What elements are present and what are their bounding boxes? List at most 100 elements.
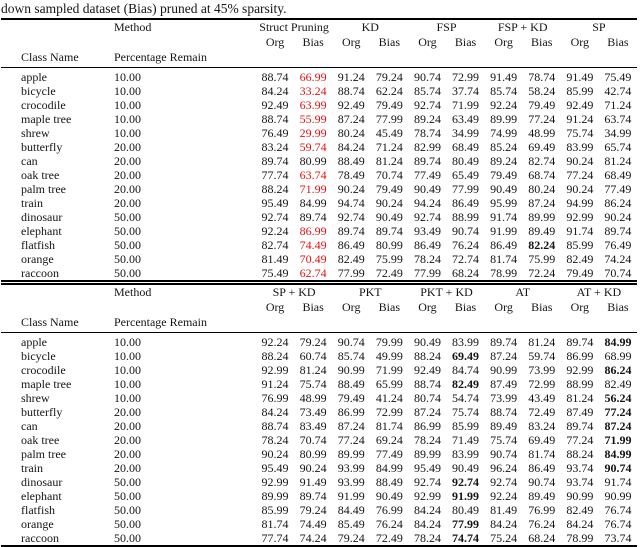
value-cell: 87.24 xyxy=(337,112,365,126)
value-cell: 95.99 xyxy=(490,196,518,210)
value-cell: 77.24 xyxy=(528,112,556,126)
value-cell: 68.24 xyxy=(528,531,556,545)
value-cell: 89.24 xyxy=(490,154,518,168)
value-cell: 76.24 xyxy=(375,517,403,531)
value-cell: 76.99 xyxy=(528,503,556,517)
value-cell: 88.24 xyxy=(566,447,594,461)
value-cell: 43.49 xyxy=(528,391,556,405)
value-cell: 83.24 xyxy=(261,140,289,154)
percentage-remain-header: Percentage Remain xyxy=(114,315,256,333)
value-cell: 90.49 xyxy=(375,489,403,503)
class-name-cell: dinosaur xyxy=(21,475,63,489)
value-cell: 94.74 xyxy=(337,196,365,210)
org-header: Org xyxy=(265,300,285,314)
value-cell: 92.49 xyxy=(261,98,289,112)
value-cell: 83.99 xyxy=(452,447,480,461)
value-cell: 76.24 xyxy=(452,238,480,252)
value-cell: 80.74 xyxy=(413,391,441,405)
value-cell: 75.74 xyxy=(490,433,518,447)
class-name-cell: elephant xyxy=(21,224,62,238)
value-cell: 88.74 xyxy=(261,112,289,126)
value-cell: 84.99 xyxy=(604,335,632,349)
value-cell: 59.74 xyxy=(299,140,327,154)
value-cell: 85.74 xyxy=(337,349,365,363)
value-cell: 77.99 xyxy=(375,112,403,126)
table-row: bicycle 10.00 84.24 33.24 88.74 62.24 85.74 37.… xyxy=(1,84,637,98)
value-cell: 91.99 xyxy=(490,224,518,238)
percentage-cell: 20.00 xyxy=(114,405,141,419)
group-header: SP xyxy=(592,20,606,34)
table-caption: down sampled dataset (Bias) pruned at 45… xyxy=(1,1,287,16)
value-cell: 86.99 xyxy=(299,224,327,238)
value-cell: 86.49 xyxy=(528,461,556,475)
org-header: Org xyxy=(342,35,361,49)
value-cell: 69.49 xyxy=(528,140,556,154)
percentage-cell: 10.00 xyxy=(114,335,141,349)
class-name-header: Class Name xyxy=(1,50,114,68)
value-cell: 69.49 xyxy=(452,349,480,363)
percentage-cell: 20.00 xyxy=(114,433,141,447)
group-header: FSP xyxy=(436,20,457,34)
value-cell: 90.49 xyxy=(375,210,403,224)
value-cell: 62.24 xyxy=(375,84,403,98)
table-row: orange 50.00 81.74 74.49 85.49 76.24 84.24 77.9… xyxy=(1,517,637,531)
value-cell: 88.49 xyxy=(337,377,365,391)
value-cell: 93.49 xyxy=(413,224,441,238)
value-cell: 79.49 xyxy=(375,98,403,112)
value-cell: 90.74 xyxy=(413,70,441,84)
value-cell: 56.24 xyxy=(604,391,632,405)
class-name-cell: dinosaur xyxy=(21,210,63,224)
value-cell: 88.99 xyxy=(566,377,594,391)
percentage-cell: 50.00 xyxy=(114,238,141,252)
org-header: Org xyxy=(418,35,437,49)
value-cell: 75.49 xyxy=(261,266,289,280)
group-header: PKT + KD xyxy=(420,285,473,299)
value-cell: 69.49 xyxy=(528,433,556,447)
value-cell: 84.74 xyxy=(452,363,480,377)
class-name-cell: butterfly xyxy=(21,405,63,419)
value-cell: 76.49 xyxy=(604,238,632,252)
value-cell: 78.24 xyxy=(261,433,289,447)
value-cell: 77.99 xyxy=(413,266,441,280)
percentage-cell: 50.00 xyxy=(114,531,141,545)
table-row: train 20.00 95.49 84.99 94.74 90.24 94.24 86.49… xyxy=(1,196,637,210)
value-cell: 70.74 xyxy=(299,433,327,447)
class-name-cell: crocodile xyxy=(21,363,66,377)
value-cell: 87.24 xyxy=(490,349,518,363)
spacer-cell xyxy=(256,315,637,333)
results-table-top: Method Struct Pruning KD FSP FSP + KD SP Org Bi… xyxy=(1,18,637,282)
value-cell: 74.24 xyxy=(604,252,632,266)
class-name-cell: can xyxy=(21,419,38,433)
value-cell: 77.74 xyxy=(261,531,289,545)
class-name-cell: palm tree xyxy=(21,182,66,196)
value-cell: 63.74 xyxy=(299,168,327,182)
table-row: raccoon 50.00 77.74 74.24 79.24 72.49 78.24 74.… xyxy=(1,531,637,546)
header-row-orgbias: Org Bias Org Bias Org Bias Org Bias Org Bias xyxy=(1,35,637,50)
table-row: train 20.00 95.49 90.24 93.99 84.99 95.49 90.49… xyxy=(1,461,637,475)
bias-header: Bias xyxy=(607,35,629,49)
value-cell: 54.74 xyxy=(452,391,480,405)
value-cell: 90.99 xyxy=(566,489,594,503)
percentage-cell: 50.00 xyxy=(114,475,141,489)
percentage-cell: 50.00 xyxy=(114,489,141,503)
value-cell: 90.74 xyxy=(490,447,518,461)
value-cell: 90.49 xyxy=(413,335,441,349)
value-cell: 91.74 xyxy=(604,475,632,489)
value-cell: 78.74 xyxy=(528,70,556,84)
table-row: crocodile 10.00 92.99 81.24 90.99 71.99 92.49 8… xyxy=(1,363,637,377)
value-cell: 80.99 xyxy=(299,447,327,461)
table-row: apple 10.00 88.74 66.99 91.24 79.24 90.74 72.99… xyxy=(1,68,637,85)
class-name-cell: bicycle xyxy=(21,349,56,363)
class-name-cell: maple tree xyxy=(21,112,72,126)
value-cell: 89.74 xyxy=(413,154,441,168)
value-cell: 70.49 xyxy=(299,252,327,266)
value-cell: 84.99 xyxy=(375,461,403,475)
value-cell: 90.24 xyxy=(337,182,365,196)
value-cell: 84.49 xyxy=(337,503,365,517)
class-name-cell: flatfish xyxy=(21,238,55,252)
class-name-cell: raccoon xyxy=(21,531,59,545)
value-cell: 93.74 xyxy=(566,475,594,489)
percentage-cell: 10.00 xyxy=(114,98,141,112)
percentage-cell: 50.00 xyxy=(114,517,141,531)
value-cell: 74.99 xyxy=(490,126,518,140)
